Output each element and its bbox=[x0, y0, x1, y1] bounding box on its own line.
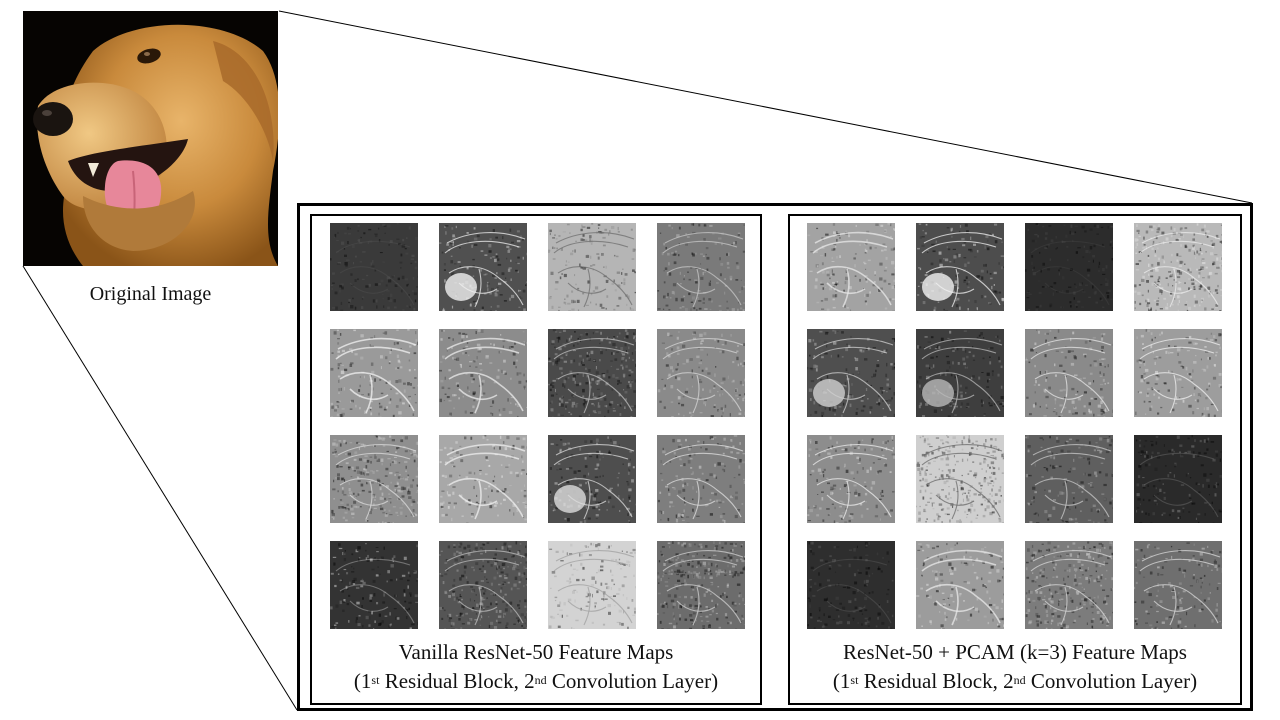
pcam-feature-map bbox=[1025, 435, 1113, 523]
vanilla-feature-map bbox=[439, 435, 527, 523]
pcam-panel-subtitle: (1st Residual Block, 2nd Convolution Lay… bbox=[832, 669, 1198, 693]
pcam-feature-map bbox=[916, 541, 1004, 629]
pcam-feature-map bbox=[807, 541, 895, 629]
vanilla-panel-caption: Vanilla ResNet-50 Feature Maps (1st Resi… bbox=[312, 638, 760, 696]
vanilla-feature-map bbox=[439, 223, 527, 311]
vanilla-feature-map bbox=[548, 223, 636, 311]
connector-bottom bbox=[22, 265, 298, 711]
pcam-feature-map bbox=[807, 435, 895, 523]
vanilla-feature-map bbox=[657, 541, 745, 629]
original-image-caption: Original Image bbox=[89, 283, 212, 305]
pcam-feature-map bbox=[1134, 435, 1222, 523]
vanilla-feature-map bbox=[439, 541, 527, 629]
pcam-panel-title: ResNet-50 + PCAM (k=3) Feature Maps bbox=[843, 640, 1187, 664]
vanilla-feature-map bbox=[330, 435, 418, 523]
pcam-feature-map bbox=[1134, 541, 1222, 629]
vanilla-feature-map bbox=[330, 541, 418, 629]
pcam-feature-map bbox=[1134, 329, 1222, 417]
vanilla-feature-map bbox=[330, 223, 418, 311]
dog-illustration bbox=[23, 11, 278, 266]
vanilla-feature-map bbox=[548, 541, 636, 629]
original-dog-image bbox=[23, 11, 278, 266]
vanilla-feature-map bbox=[330, 329, 418, 417]
pcam-feature-map bbox=[807, 329, 895, 417]
vanilla-feature-map bbox=[548, 435, 636, 523]
vanilla-panel-subtitle: (1st Residual Block, 2nd Convolution Lay… bbox=[353, 669, 719, 693]
connector-top bbox=[278, 10, 1253, 204]
pcam-feature-maps-panel: ResNet-50 + PCAM (k=3) Feature Maps (1st… bbox=[788, 214, 1242, 705]
vanilla-feature-map bbox=[439, 329, 527, 417]
pcam-feature-map bbox=[1025, 223, 1113, 311]
vanilla-feature-map bbox=[657, 329, 745, 417]
vanilla-feature-map bbox=[657, 435, 745, 523]
pcam-feature-map bbox=[916, 223, 1004, 311]
vanilla-panel-title: Vanilla ResNet-50 Feature Maps bbox=[398, 640, 674, 664]
pcam-feature-map bbox=[1025, 329, 1113, 417]
vanilla-feature-map bbox=[657, 223, 745, 311]
vanilla-feature-map bbox=[548, 329, 636, 417]
pcam-feature-map bbox=[916, 435, 1004, 523]
vanilla-feature-maps-panel: Vanilla ResNet-50 Feature Maps (1st Resi… bbox=[310, 214, 762, 705]
pcam-feature-map bbox=[1134, 223, 1222, 311]
pcam-feature-map bbox=[807, 223, 895, 311]
pcam-panel-caption: ResNet-50 + PCAM (k=3) Feature Maps (1st… bbox=[790, 638, 1240, 696]
pcam-feature-map bbox=[916, 329, 1004, 417]
pcam-feature-map bbox=[1025, 541, 1113, 629]
